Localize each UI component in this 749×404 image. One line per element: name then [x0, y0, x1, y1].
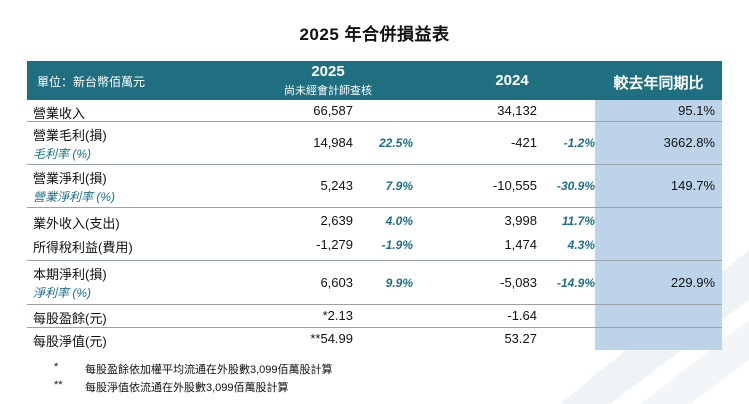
pct-2025: 4.0% — [385, 214, 413, 228]
row-label: 本期淨利(損) — [33, 267, 107, 282]
table-row: 營業收入 66,587 34,132 95.1% — [27, 100, 722, 122]
footnote-mark: * — [54, 361, 59, 373]
value-2024: 53.27 — [504, 331, 537, 346]
table-header: 單位：新台幣佰萬元 2025 尚未經會計師查核 2024 較去年同期比 — [27, 61, 722, 100]
header-change: 較去年同期比 — [613, 75, 704, 92]
header-2025-note: 尚未經會計師查核 — [284, 85, 372, 97]
table-row: 營業淨利(損) 營業淨利率 (%) 5,243 7.9% -10,555 -30… — [27, 165, 722, 208]
value-2025: -1,279 — [316, 237, 353, 252]
value-2025: *2.13 — [322, 308, 353, 323]
pct-2025: 7.9% — [385, 179, 413, 193]
row-sublabel: 淨利率 (%) — [33, 286, 91, 300]
value-2024: 34,132 — [497, 103, 537, 118]
pct-2025: 22.5% — [378, 136, 413, 150]
change-cell — [595, 100, 722, 121]
value-2025: 2,639 — [320, 213, 353, 228]
value-2024: -1.64 — [507, 308, 537, 323]
unit-label: 單位：新台幣佰萬元 — [37, 75, 146, 89]
value-change: 95.1% — [678, 103, 715, 118]
change-cell — [595, 305, 722, 327]
footnote-text: 每股盈餘依加權平均流通在外股數3,099佰萬股計算 — [85, 364, 333, 376]
change-cell — [595, 208, 722, 260]
table-row: 本期淨利(損) 淨利率 (%) 6,603 9.9% -5,083 -14.9%… — [27, 261, 722, 305]
row-label: 營業淨利(損) — [33, 171, 107, 186]
value-2024: 1,474 — [504, 237, 537, 252]
pct-2025: -1.9% — [381, 238, 413, 252]
table-row: 每股盈餘(元) *2.13 -1.64 — [27, 305, 722, 328]
footnote-text: 每股淨值依流通在外股數3,099佰萬股計算 — [85, 382, 289, 394]
footnote-mark: ** — [54, 379, 63, 391]
value-change: 3662.8% — [663, 135, 715, 150]
header-2025: 2025 — [311, 63, 345, 80]
value-2025: 14,984 — [313, 135, 353, 150]
pct-2024: -14.9% — [556, 276, 595, 290]
row-label: 每股淨值(元) — [33, 334, 107, 349]
row-sublabel: 毛利率 (%) — [33, 147, 91, 161]
pct-2024: -30.9% — [556, 179, 595, 193]
value-2024: 3,998 — [504, 213, 537, 228]
pct-2025: 9.9% — [385, 276, 413, 290]
change-cell — [595, 122, 722, 164]
row-label: 所得稅利益(費用) — [33, 240, 133, 255]
row-label: 業外收入(支出) — [33, 216, 120, 231]
pct-2024: -1.2% — [563, 136, 595, 150]
change-cell — [595, 261, 722, 304]
header-2024: 2024 — [495, 72, 529, 89]
row-label: 營業收入 — [33, 106, 86, 121]
value-2025: 6,603 — [320, 275, 353, 290]
table-row: 每股淨值(元) **54.99 53.27 — [27, 328, 722, 350]
table-row: 營業毛利(損) 毛利率 (%) 14,984 22.5% -421 -1.2% … — [27, 122, 722, 165]
pct-2024: 11.7% — [561, 214, 595, 228]
value-2024: -10,555 — [492, 178, 537, 193]
value-2025: 5,243 — [320, 178, 353, 193]
income-statement-table: 單位：新台幣佰萬元 2025 尚未經會計師查核 2024 較去年同期比 營業收入… — [27, 61, 722, 350]
row-sublabel: 營業淨利率 (%) — [33, 190, 115, 204]
value-2024: -421 — [510, 135, 537, 150]
row-label: 營業毛利(損) — [33, 128, 107, 143]
pct-2024: 4.3% — [567, 238, 595, 252]
change-cell — [595, 328, 722, 350]
page-title: 2025 年合併損益表 — [299, 25, 450, 44]
value-change: 229.9% — [670, 275, 715, 290]
row-label: 每股盈餘(元) — [33, 311, 107, 326]
value-2024: -5,083 — [500, 275, 537, 290]
value-2025: 66,587 — [313, 103, 353, 118]
value-2025: **54.99 — [310, 331, 353, 346]
value-change: 149.7% — [670, 178, 715, 193]
table-row-group: 業外收入(支出) 2,639 4.0% 3,998 11.7% 所得稅利益(費用… — [27, 208, 722, 261]
change-cell — [595, 165, 722, 207]
